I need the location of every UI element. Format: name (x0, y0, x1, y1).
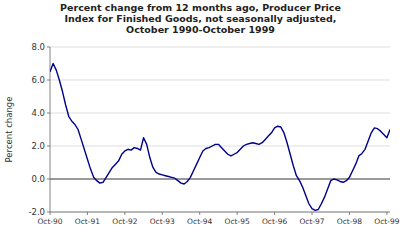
y-tick (47, 146, 50, 147)
plot-area (50, 64, 390, 211)
chart: Percent change from 12 months ago, Produ… (0, 0, 401, 238)
x-tick (199, 212, 200, 215)
y-tick (47, 212, 50, 213)
x-tick (237, 212, 238, 215)
grid-line (50, 80, 390, 81)
title-line: Percent change from 12 months ago, Produ… (60, 2, 341, 13)
x-tick (386, 212, 387, 215)
zero-line (50, 179, 390, 180)
grid-line (50, 47, 390, 48)
y-tick (47, 47, 50, 48)
y-tick-label: 0.0 (31, 174, 45, 184)
y-tick-label: -2.0 (28, 207, 45, 217)
y-tick (47, 113, 50, 114)
y-tick (47, 80, 50, 81)
y-tick-label: 6.0 (31, 75, 45, 85)
x-tick-label: Oct-92 (112, 217, 137, 226)
x-tick-label: Oct-95 (225, 217, 250, 226)
x-tick-label: Oct-98 (337, 217, 362, 226)
x-tick (124, 212, 125, 215)
x-tick-label: Oct-97 (299, 217, 324, 226)
x-tick (87, 212, 88, 215)
data-line (50, 64, 390, 211)
x-tick (349, 212, 350, 215)
grid-line (50, 212, 390, 213)
x-axis (50, 212, 390, 213)
axes: -2.0 0.0 2.0 4.0 6.0 8.0 Oct-90 Oct-91 Oct-92 Oct… (28, 42, 399, 226)
x-tick (50, 212, 51, 215)
y-tick-label: 2.0 (31, 141, 45, 151)
y-tick-label: 4.0 (31, 108, 45, 118)
title-line: October 1990-October 1999 (126, 24, 275, 35)
grid (50, 47, 390, 212)
x-tick-label: Oct-90 (37, 217, 62, 226)
title: Percent change from 12 months ago, Produ… (60, 2, 341, 35)
x-tick-label: Oct-99 (374, 217, 399, 226)
grid-line (50, 113, 390, 114)
y-tick-label: 8.0 (31, 42, 45, 52)
title-line: Index for Finished Goods, not seasonally… (65, 13, 337, 24)
x-tick-label: Oct-96 (262, 217, 287, 226)
x-tick (274, 212, 275, 215)
x-tick (312, 212, 313, 215)
y-tick (47, 179, 50, 180)
x-tick (162, 212, 163, 215)
y-axis-label: Percent change (4, 97, 14, 163)
x-tick-label: Oct-91 (75, 217, 100, 226)
x-tick-label: Oct-93 (150, 217, 175, 226)
x-tick-label: Oct-94 (187, 217, 212, 226)
